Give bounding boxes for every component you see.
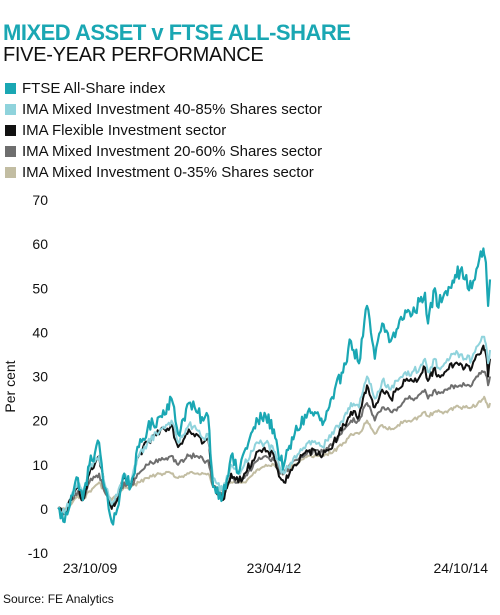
line-chart: -10 0 10 20 30 40 50 60 70 Per cent 23/10/09 23/04… bbox=[2, 192, 492, 576]
legend-label: IMA Mixed Investment 40-85% Shares secto… bbox=[22, 101, 323, 118]
legend-swatch bbox=[5, 83, 16, 94]
x-tick-label: 23/10/09 bbox=[63, 560, 118, 576]
y-tick-label: 60 bbox=[32, 236, 48, 252]
y-tick-label: 70 bbox=[32, 192, 48, 208]
series-line-mixed-20-60 bbox=[57, 370, 491, 516]
y-tick-label: 50 bbox=[32, 280, 48, 296]
y-tick-label: 0 bbox=[40, 501, 48, 517]
x-tick-label: 23/04/12 bbox=[247, 560, 302, 576]
legend-swatch bbox=[5, 146, 16, 157]
y-tick-label: 10 bbox=[32, 457, 48, 473]
y-tick-label: 40 bbox=[32, 324, 48, 340]
legend-entry-ftse-all-share: FTSE All-Share index bbox=[5, 78, 322, 99]
chart-subtitle: FIVE-YEAR PERFORMANCE bbox=[3, 44, 264, 66]
x-axis: 23/10/09 23/04/12 24/10/14 bbox=[63, 560, 488, 576]
chart-legend: FTSE All-Share index IMA Mixed Investmen… bbox=[5, 78, 322, 183]
legend-entry-mixed-0-35: IMA Mixed Investment 0-35% Shares sector bbox=[5, 162, 322, 183]
legend-swatch bbox=[5, 104, 16, 115]
y-axis: -10 0 10 20 30 40 50 60 70 Per cent bbox=[2, 192, 48, 561]
legend-label: IMA Mixed Investment 20-60% Shares secto… bbox=[22, 143, 323, 160]
y-tick-label: -10 bbox=[28, 545, 48, 561]
y-tick-label: 30 bbox=[32, 369, 48, 385]
legend-label: IMA Flexible Investment sector bbox=[22, 122, 227, 139]
legend-swatch bbox=[5, 167, 16, 178]
legend-entry-flexible: IMA Flexible Investment sector bbox=[5, 120, 322, 141]
y-tick-label: 20 bbox=[32, 413, 48, 429]
series-line-mixed-0-35 bbox=[57, 395, 491, 511]
legend-entry-mixed-40-85: IMA Mixed Investment 40-85% Shares secto… bbox=[5, 99, 322, 120]
x-tick-label: 24/10/14 bbox=[434, 560, 489, 576]
legend-label: IMA Mixed Investment 0-35% Shares sector bbox=[22, 164, 314, 181]
plot-area bbox=[57, 247, 492, 526]
legend-label: FTSE All-Share index bbox=[22, 80, 166, 97]
source-note: Source: FE Analytics bbox=[3, 592, 114, 606]
legend-entry-mixed-20-60: IMA Mixed Investment 20-60% Shares secto… bbox=[5, 141, 322, 162]
legend-swatch bbox=[5, 125, 16, 136]
chart-title: MIXED ASSET v FTSE ALL-SHARE bbox=[3, 20, 351, 45]
y-axis-label: Per cent bbox=[2, 360, 18, 412]
series-line-ftse-all-share bbox=[57, 247, 492, 526]
